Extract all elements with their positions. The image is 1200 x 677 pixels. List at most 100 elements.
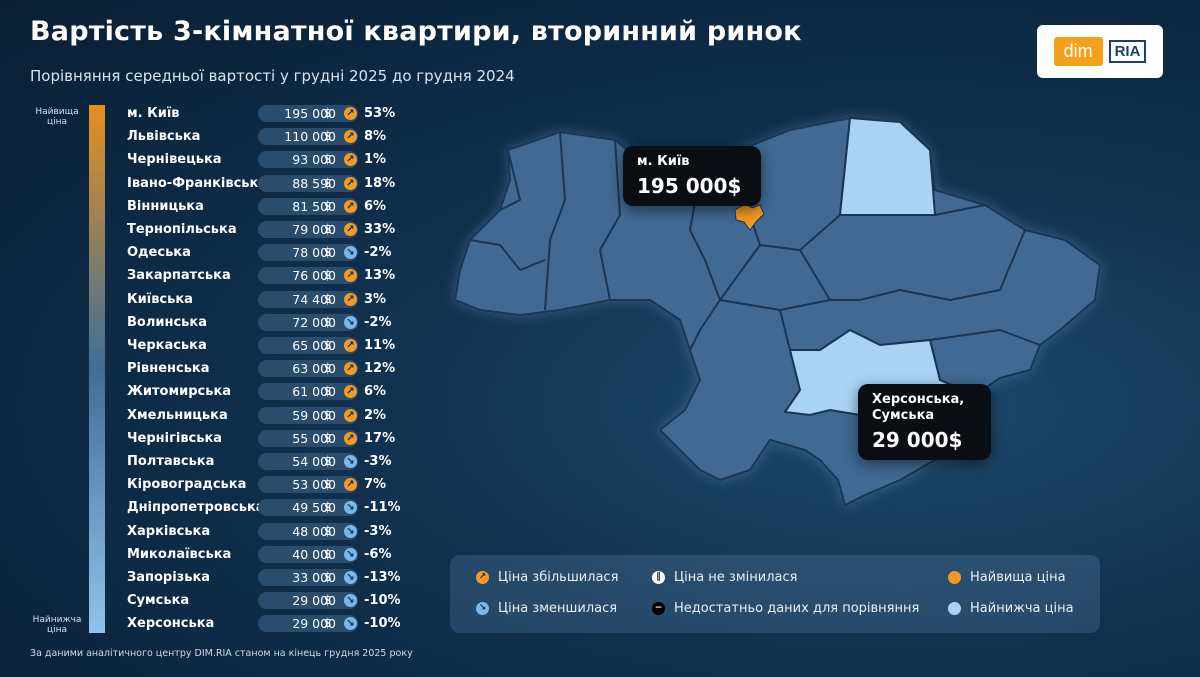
currency-symbol: $ (324, 593, 332, 608)
price-pill: 76 000 $ ↗ (258, 267, 358, 285)
table-row: Київська 74 400 $ ↗ 3% (0, 289, 420, 311)
table-row: Харківська 48 000 $ ↘ -3% (0, 521, 420, 543)
dot-lightblue-icon (948, 602, 961, 615)
table-row: Сумська 29 000 $ ↘ -10% (0, 590, 420, 612)
currency-symbol: $ (324, 384, 332, 399)
region-name: Вінницька (127, 198, 204, 214)
region-name: Дніпропетровська (127, 500, 265, 516)
currency-symbol: $ (324, 106, 332, 120)
change-percent: 6% (364, 384, 387, 400)
price-pill: 93 000 $ ↗ (258, 151, 358, 169)
price-pill: 55 000 $ ↗ (258, 429, 358, 447)
region-name: Миколаївська (127, 546, 232, 562)
price-pill: 195 000 $ ↗ (258, 105, 358, 122)
currency-symbol: $ (324, 361, 332, 376)
callout-kyiv-price: 195 000$ (637, 174, 742, 198)
callout-lowest: Херсонська, Сумська 29 000$ (858, 384, 991, 460)
price-value: 40 000 (292, 546, 336, 562)
legend: ↗ Ціна збільшилася ↘ Ціна зменшилася ∥ Ц… (450, 555, 1100, 633)
price-pill: 54 000 $ ↘ (258, 453, 358, 470)
table-row: Запорізька 33 000 $ ↘ -13% (0, 567, 420, 589)
table-row: Кіровоградська 53 000 $ ↗ 7% (0, 474, 420, 496)
currency-symbol: $ (324, 222, 332, 236)
change-percent: 7% (364, 477, 387, 493)
price-pill: 74 400 $ ↗ (258, 290, 358, 308)
arrow-up-icon: ↗ (344, 385, 357, 399)
change-percent: 53% (364, 106, 396, 121)
price-scale-bar (89, 105, 105, 633)
pause-icon: ∥ (652, 571, 665, 584)
change-percent: -2% (364, 314, 392, 330)
region-name: Сумська (127, 593, 190, 609)
arrow-up-icon: ↗ (344, 153, 357, 167)
region-name: Хмельницька (127, 407, 228, 423)
price-value: 72 000 (292, 314, 336, 330)
arrow-down-icon: ↘ (344, 524, 357, 538)
price-value: 93 000 (292, 152, 336, 168)
arrow-up-icon: ↗ (344, 176, 357, 190)
region-name: Тернопільська (127, 222, 237, 237)
arrow-up-icon: ↗ (344, 408, 357, 422)
arrow-down-icon: ↘ (344, 571, 357, 584)
table-row: Миколаївська 40 000 $ ↘ -6% (0, 544, 420, 566)
price-pill: 29 000 $ ↘ (258, 615, 358, 633)
region-name: Київська (127, 291, 193, 307)
change-percent: 13% (364, 268, 396, 284)
price-value: 195 000 (284, 106, 336, 121)
table-row: Чернігівська 55 000 $ ↗ 17% (0, 428, 420, 450)
legend-nodata-label: Недостатньо даних для порівняння (674, 601, 920, 616)
price-pill: 53 000 $ ↗ (258, 476, 358, 494)
region-divide-11 (469, 239, 546, 271)
arrow-down-icon: ↘ (344, 617, 357, 631)
change-percent: -2% (364, 245, 392, 261)
currency-symbol: $ (324, 152, 332, 167)
region-name: Львівська (127, 129, 201, 145)
change-percent: -11% (364, 500, 401, 516)
price-pill: 88 590 $ ↗ (258, 174, 358, 192)
change-percent: 1% (364, 152, 387, 168)
arrow-down-icon: ↘ (344, 246, 357, 260)
price-pill: 81 500 $ ↗ (258, 197, 358, 215)
currency-symbol: $ (324, 430, 332, 445)
table-row: Житомирська 61 000 $ ↗ 6% (0, 381, 420, 403)
region-name: Харківська (127, 523, 211, 539)
price-value: 49 500 (292, 500, 336, 516)
currency-symbol: $ (324, 245, 332, 260)
price-pill: 59 000 $ ↗ (258, 406, 358, 424)
price-value: 74 400 (292, 291, 336, 307)
legend-highest-label: Найвища ціна (970, 570, 1066, 585)
currency-symbol: $ (324, 291, 332, 306)
logo-dim: dim (1053, 37, 1103, 66)
arrow-up-icon: ↗ (344, 292, 357, 306)
region-map-base (454, 117, 1101, 506)
price-value: 76 000 (292, 268, 336, 284)
arrow-up-icon: ↗ (344, 339, 357, 352)
arrow-down-icon: ↘ (476, 602, 489, 615)
arrow-up-icon: ↗ (344, 478, 357, 492)
currency-symbol: $ (324, 477, 332, 492)
price-value: 29 000 (292, 616, 336, 632)
region-name: Чернівецька (127, 152, 222, 168)
price-value: 33 000 (292, 570, 336, 585)
callout-lowest-name: Херсонська, Сумська (872, 392, 965, 423)
legend-increase-label: Ціна збільшилася (498, 570, 619, 585)
page-subtitle: Порівняння середньої вартості у грудні 2… (30, 67, 515, 85)
change-percent: -13% (364, 570, 401, 585)
price-value: 59 000 (292, 407, 336, 423)
minus-icon: − (652, 602, 665, 615)
price-pill: 49 500 $ ↘ (258, 499, 358, 517)
change-percent: 8% (364, 129, 387, 145)
price-pill: 61 000 $ ↗ (258, 383, 358, 401)
page-title: Вартість 3-кімнатної квартири, вторинний… (30, 16, 802, 47)
change-percent: 33% (364, 222, 396, 237)
table-row: Одеська 78 000 $ ↘ -2% (0, 242, 420, 264)
table-row: Хмельницька 59 000 $ ↗ 2% (0, 405, 420, 427)
region-divide-2 (599, 139, 621, 301)
price-pill: 78 000 $ ↘ (258, 244, 358, 262)
currency-symbol: $ (324, 268, 332, 283)
table-row: Рівненська 63 000 $ ↗ 12% (0, 358, 420, 380)
region-name: Запорізька (127, 570, 211, 585)
change-percent: -3% (364, 523, 392, 539)
dimria-logo: dim RIA (1037, 25, 1163, 78)
price-value: 88 590 (292, 175, 336, 191)
